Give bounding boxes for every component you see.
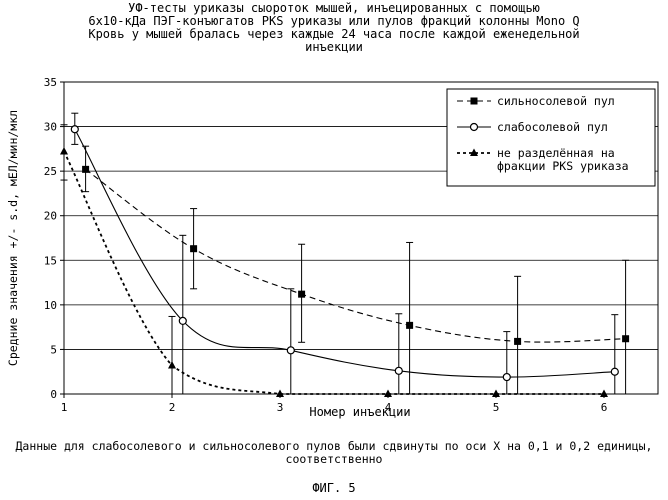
tick-label-x-2: 3 <box>277 401 284 414</box>
chart: 05101520253035123456 сильносолевой пулсл… <box>0 0 668 440</box>
series-1-errorbar-5 <box>611 315 618 394</box>
tick-label-y-3: 15 <box>44 254 57 267</box>
series-1-point-1 <box>179 317 186 324</box>
y-axis-label: Средние значения +/- s.d, мЕЛ/мин/мкл <box>6 110 20 366</box>
tick-label-y-1: 5 <box>50 343 57 356</box>
series-0-errorbar-5 <box>622 260 629 394</box>
legend-entry-1-marker <box>471 124 478 131</box>
tick-label-x-1: 2 <box>169 401 176 414</box>
tick-label-y-6: 30 <box>44 121 57 134</box>
x-axis-label: Номер инъекции <box>309 405 410 419</box>
series-0-point-4 <box>514 338 521 345</box>
legend: сильносолевой пул слабосолевой пул не разд… <box>447 89 655 186</box>
series-1-point-4 <box>503 374 510 381</box>
series-1-errorbar-1 <box>179 235 186 394</box>
series-0-point-0 <box>82 166 89 173</box>
series-0-point-5 <box>622 335 629 342</box>
series-1-point-5 <box>611 368 618 375</box>
legend-entry-0-label-0: сильносолевой пул <box>497 94 615 108</box>
tick-label-y-5: 25 <box>44 165 57 178</box>
tick-label-x-5: 6 <box>601 401 608 414</box>
legend-entry-0-marker <box>471 98 478 105</box>
series-2-line <box>64 152 604 394</box>
legend-entry-2-label-0: не разделённая на <box>497 146 615 160</box>
tick-label-x-4: 5 <box>493 401 500 414</box>
series-0-point-2 <box>298 291 305 298</box>
figure-label: ФИГ. 5 <box>0 481 668 495</box>
series-1-errorbar-3 <box>395 314 402 394</box>
series-0-point-1 <box>190 245 197 252</box>
tick-label-y-4: 20 <box>44 210 57 223</box>
series-0-line <box>86 169 626 342</box>
series-2-errorbar-1 <box>169 316 176 394</box>
series-1-point-3 <box>395 367 402 374</box>
series-2-point-0 <box>60 147 68 155</box>
series-1-point-0 <box>71 126 78 133</box>
series-1-point-2 <box>287 347 294 354</box>
tick-label-y-0: 0 <box>50 388 57 401</box>
series-0-point-3 <box>406 322 413 329</box>
tick-label-y-2: 10 <box>44 299 57 312</box>
legend-entry-2-label-1: фракции PKS уриказа <box>497 159 629 173</box>
footnote-line-2: соответственно <box>0 453 668 466</box>
tick-label-y-7: 35 <box>44 76 57 89</box>
tick-label-x-0: 1 <box>61 401 68 414</box>
series-0-errorbar-4 <box>514 276 521 394</box>
legend-entry-1-label-0: слабосолевой пул <box>497 120 608 134</box>
